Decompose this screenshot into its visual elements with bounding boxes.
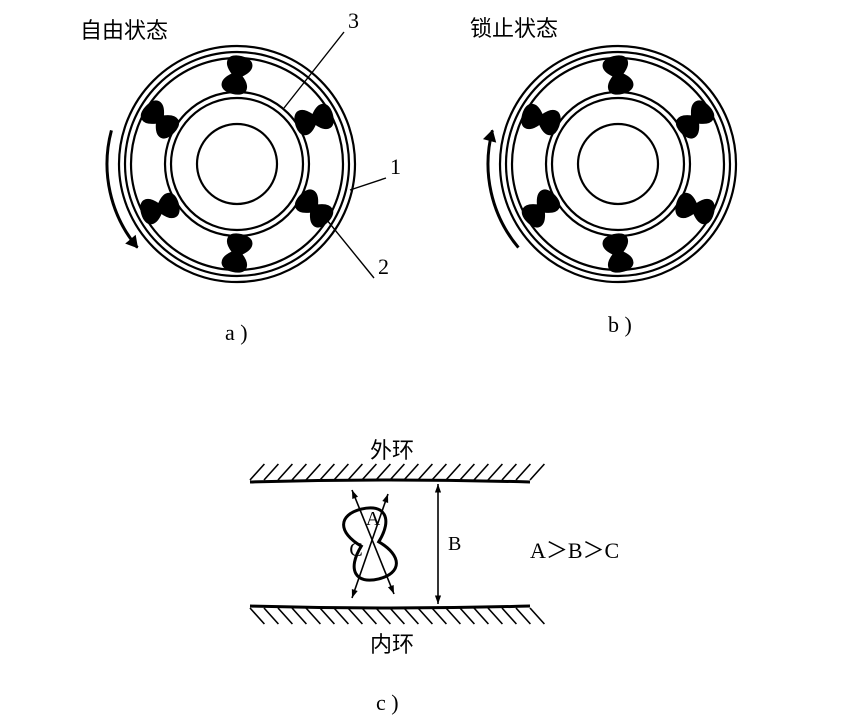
svg-text:a ): a ) [225,320,248,345]
svg-text:c ): c ) [376,690,399,715]
svg-text:3: 3 [348,8,359,33]
svg-text:内环: 内环 [370,632,414,657]
panel-b-title: 锁止状态 [470,16,558,41]
svg-text:外环: 外环 [370,438,414,463]
svg-text:B: B [448,533,461,555]
svg-text:1: 1 [390,154,401,179]
svg-text:2: 2 [378,254,389,279]
svg-text:b ): b ) [608,312,632,337]
svg-text:A＞B＞C: A＞B＞C [530,538,619,563]
svg-text:C: C [349,539,362,561]
panel-a-title: 自由状态 [80,18,168,43]
panel-c [250,464,544,624]
